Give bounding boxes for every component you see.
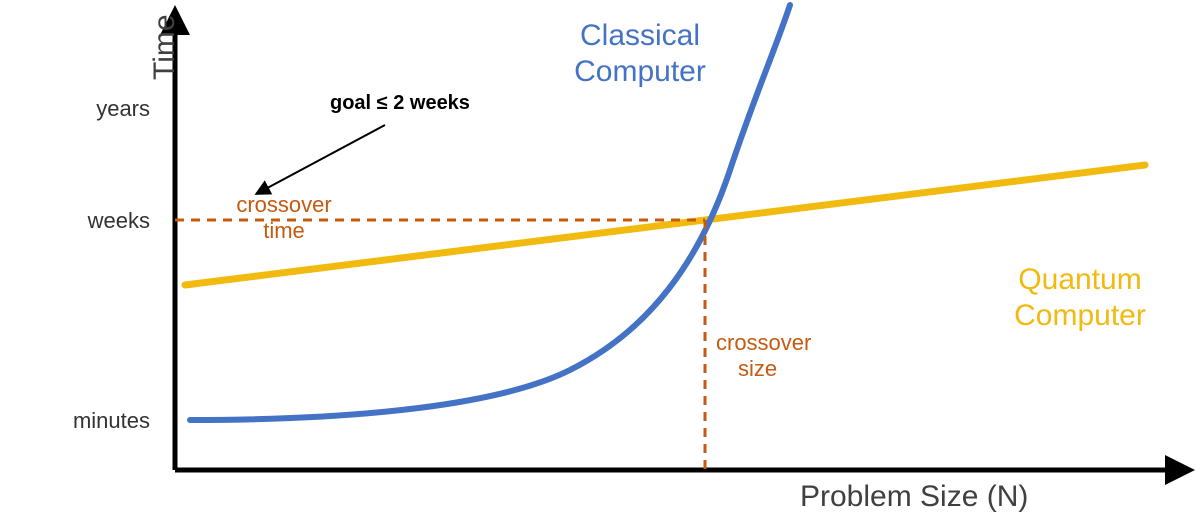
goal-arrow: [258, 125, 385, 193]
classical-label-line2: Computer: [574, 55, 706, 88]
crossover-size-line2: size: [716, 356, 777, 381]
ytick-minutes: minutes: [60, 408, 150, 434]
quantum-label-line2: Computer: [1014, 299, 1146, 332]
crossover-size-label: crossover size: [716, 330, 856, 383]
ytick-weeks: weeks: [60, 208, 150, 234]
classical-label-line1: Classical: [580, 19, 700, 52]
goal-label: goal ≤ 2 weeks: [330, 92, 470, 115]
x-axis-title: Problem Size (N): [800, 480, 1028, 514]
quantum-crossover-chart: Time Problem Size (N) years weeks minute…: [0, 0, 1200, 525]
crossover-time-line1: crossover: [236, 192, 331, 217]
classical-label: Classical Computer: [540, 18, 740, 90]
crossover-size-line1: crossover: [716, 330, 811, 355]
crossover-time-label: crossover time: [214, 192, 354, 245]
quantum-label-line1: Quantum: [1018, 263, 1141, 296]
quantum-label: Quantum Computer: [980, 262, 1180, 334]
crossover-time-line2: time: [263, 218, 305, 243]
y-axis-title: Time: [148, 14, 182, 80]
ytick-years: years: [60, 96, 150, 122]
